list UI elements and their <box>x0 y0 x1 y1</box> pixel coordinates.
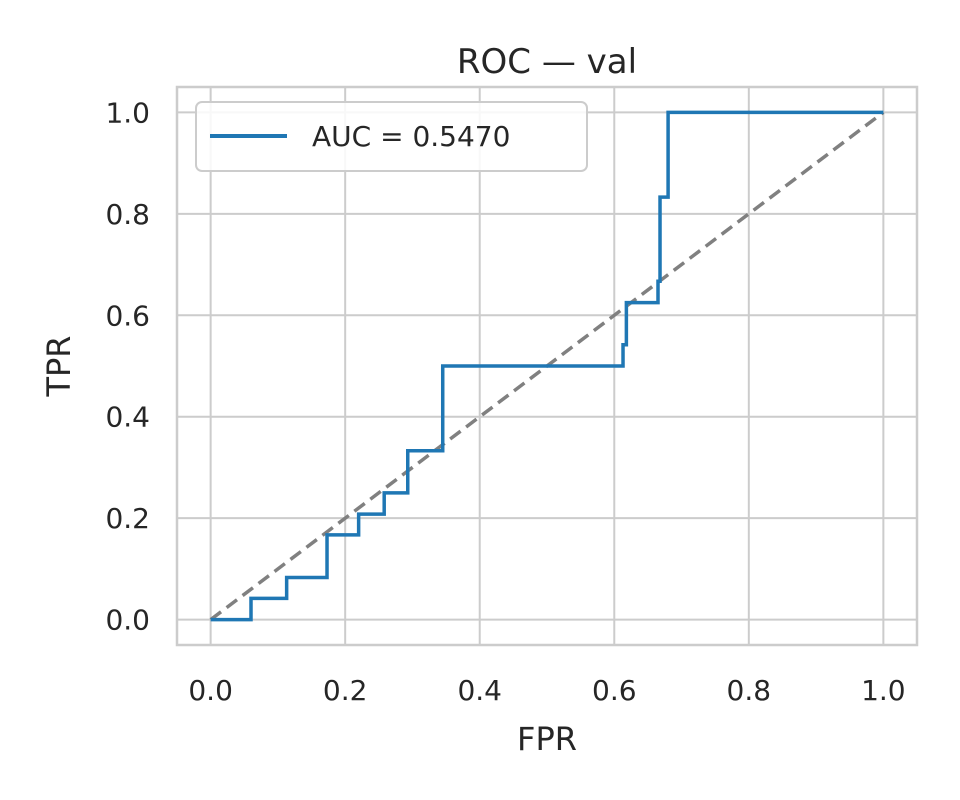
legend-label: AUC = 0.5470 <box>312 120 510 153</box>
legend-box <box>195 101 588 172</box>
y-axis-ticks: 0.0 0.2 0.4 0.6 0.8 1.0 <box>105 96 150 636</box>
series-layer <box>209 110 885 622</box>
y-tick-label: 0.4 <box>105 401 150 434</box>
y-tick-label: 0.6 <box>105 299 150 332</box>
x-axis-ticks: 0.0 0.2 0.4 0.6 0.8 1.0 <box>188 674 905 707</box>
x-tick-label: 0.6 <box>592 674 637 707</box>
legend: AUC = 0.5470 <box>195 101 588 172</box>
chart-title: ROC — val <box>457 42 637 82</box>
y-tick-label: 1.0 <box>105 96 150 129</box>
y-tick-label: 0.0 <box>105 604 150 637</box>
x-tick-label: 1.0 <box>861 674 906 707</box>
x-tick-label: 0.8 <box>727 674 772 707</box>
roc-curve-line <box>210 110 884 622</box>
y-tick-label: 0.8 <box>105 198 150 231</box>
x-tick-label: 0.2 <box>323 674 368 707</box>
y-axis-label: TPR <box>40 335 78 397</box>
y-tick-label: 0.2 <box>105 502 150 535</box>
plot-frame <box>175 85 919 647</box>
x-tick-label: 0.0 <box>188 674 233 707</box>
x-axis-label: FPR <box>517 720 577 758</box>
x-tick-label: 0.4 <box>457 674 502 707</box>
